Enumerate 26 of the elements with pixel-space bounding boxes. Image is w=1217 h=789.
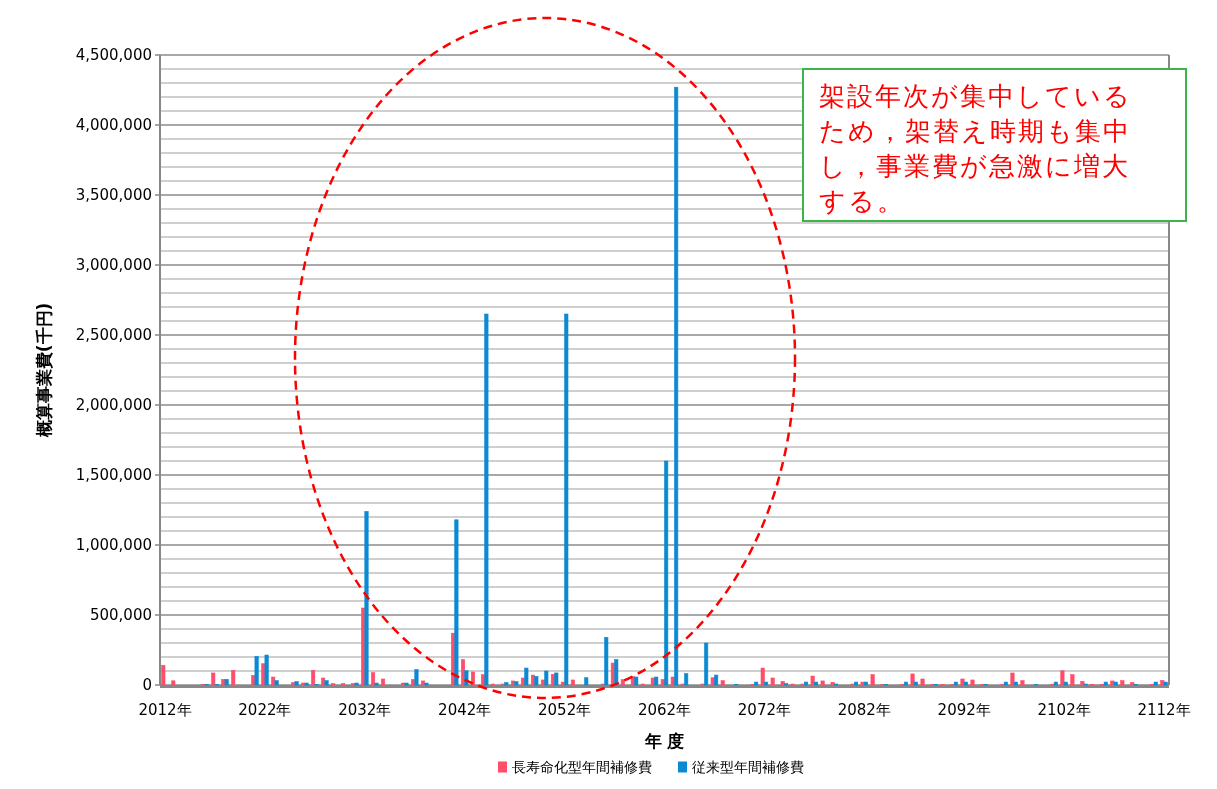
- y-tick-label: 1,000,000: [75, 536, 152, 554]
- x-tick-label: 2112年: [1137, 701, 1191, 719]
- y-tick-label: 2,000,000: [75, 396, 152, 414]
- y-tick-label: 1,500,000: [75, 466, 152, 484]
- x-tick-label: 2072年: [737, 701, 791, 719]
- x-tick-label: 2082年: [837, 701, 891, 719]
- y-tick-label: 4,000,000: [75, 116, 152, 134]
- x-tick-label: 2032年: [338, 701, 392, 719]
- x-axis-title: 年 度: [643, 731, 685, 751]
- y-tick-label: 500,000: [89, 606, 152, 624]
- y-axis-title: 概算事業費(千円): [34, 302, 54, 439]
- y-tick-label: 4,500,000: [75, 46, 152, 64]
- x-tick-label: 2012年: [138, 701, 192, 719]
- x-tick-label: 2052年: [538, 701, 592, 719]
- legend-label: 従来型年間補修費: [691, 759, 804, 775]
- legend-label: 長寿命化型年間補修費: [511, 759, 652, 775]
- annotation: 架設年次が集中しているため，架替え時期も集中し，事業費が急激に増大する。: [819, 81, 1132, 216]
- y-tick-label: 2,500,000: [75, 326, 152, 344]
- y-tick-label: 0: [142, 676, 152, 694]
- x-tick-label: 2062年: [637, 701, 692, 719]
- x-tick-label: 2102年: [1037, 701, 1091, 719]
- y-tick-label: 3,500,000: [75, 186, 152, 204]
- x-tick-label: 2092年: [937, 701, 991, 719]
- x-tick-label: 2042年: [438, 701, 492, 719]
- x-tick-label: 2022年: [238, 701, 292, 719]
- y-tick-label: 3,000,000: [75, 256, 152, 274]
